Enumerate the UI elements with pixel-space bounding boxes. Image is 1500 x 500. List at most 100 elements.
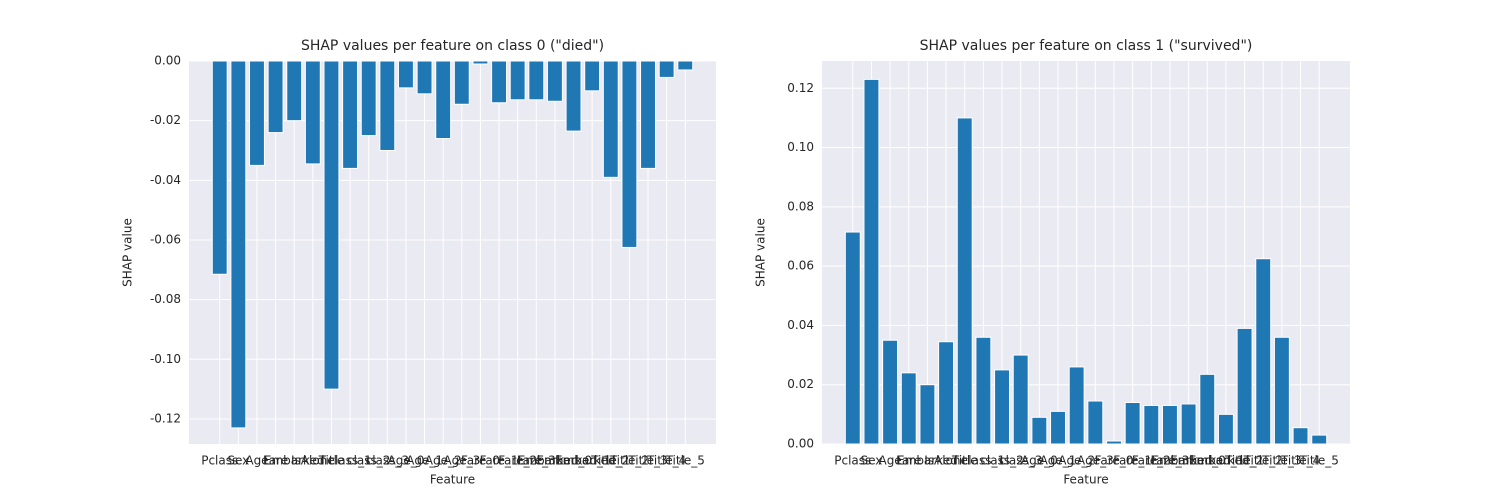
x-tick-label: Embarked_1 <box>1170 454 1244 468</box>
bar <box>621 60 638 248</box>
y-axis-label: SHAP value <box>121 218 135 287</box>
x-tick-label: Title_3 <box>627 454 667 468</box>
bar <box>677 60 694 71</box>
y-tick-label: -0.12 <box>150 411 181 425</box>
bar <box>1255 258 1272 445</box>
x-tick-label: Title_2 <box>1243 454 1283 468</box>
bar <box>863 78 880 445</box>
x-tick-label: Embarked_0 <box>1151 454 1225 468</box>
x-tick-label: Title_5 <box>665 454 705 468</box>
bar <box>1311 434 1328 445</box>
bar <box>1124 401 1141 445</box>
bar <box>509 60 526 101</box>
y-tick-label: 0.00 <box>787 437 814 451</box>
bar <box>267 60 284 134</box>
x-tick-label: Age_1 <box>406 454 443 468</box>
y-tick-label: 0.10 <box>787 140 814 154</box>
x-tick-label: Title_1 <box>1224 454 1264 468</box>
y-axis-label: SHAP value <box>754 218 768 287</box>
bar <box>1087 400 1104 445</box>
x-axis-label: Feature <box>430 473 475 487</box>
x-tick-label: class_3 <box>366 454 409 468</box>
y-tick-label: -0.02 <box>150 113 181 127</box>
x-tick-label: Fare_3 <box>517 454 556 468</box>
x-tick-label: Embarked_1 <box>536 454 610 468</box>
x-tick-label: Pclass <box>834 454 871 468</box>
x-tick-label: Age <box>878 454 901 468</box>
bar <box>1068 366 1085 445</box>
y-tick-label: 0.02 <box>787 377 814 391</box>
x-tick-label: Age_0 <box>1021 454 1058 468</box>
bar <box>397 60 414 89</box>
bar <box>640 60 656 169</box>
y-tick-label: -0.08 <box>150 292 181 306</box>
y-tick-label: -0.06 <box>150 232 181 246</box>
bar <box>1180 403 1197 445</box>
x-tick-label: Fare_2 <box>1132 454 1171 468</box>
x-tick-label: Title_4 <box>646 454 686 468</box>
bar <box>379 60 396 151</box>
x-tick-label: Title_3 <box>1261 454 1301 468</box>
bar <box>658 60 675 78</box>
bar <box>360 60 377 137</box>
bar <box>323 60 340 390</box>
bar <box>1012 354 1029 445</box>
x-tick-label: Title_2 <box>609 454 649 468</box>
x-tick-label: IsAlone <box>291 454 335 468</box>
bar <box>528 60 545 101</box>
x-tick-label: class_2 <box>347 454 390 468</box>
bar <box>844 231 861 445</box>
bar <box>956 117 973 445</box>
x-tick-label: Age_2 <box>425 454 462 468</box>
x-tick-label: Fare_1 <box>480 454 519 468</box>
bar <box>491 60 508 104</box>
x-tick-label: Age_3 <box>1077 454 1114 468</box>
y-tick-label: 0.06 <box>787 259 814 273</box>
y-tick-label: 0.12 <box>787 81 814 95</box>
x-tick-label: Sex <box>227 454 249 468</box>
x-tick-label: Fare_0 <box>461 454 500 468</box>
x-tick-label: Fare <box>263 454 288 468</box>
bar <box>249 60 265 166</box>
x-tick-label: class_3 <box>999 454 1042 468</box>
x-tick-label: Title_1 <box>590 454 630 468</box>
bar <box>211 60 228 275</box>
bar <box>1217 413 1234 445</box>
x-tick-label: Fare_3 <box>1151 454 1190 468</box>
y-tick-label: -0.04 <box>150 173 181 187</box>
x-tick-label: Title <box>951 454 978 468</box>
bar <box>900 372 917 445</box>
bar <box>1161 404 1178 445</box>
bar <box>1292 427 1309 445</box>
x-tick-label: Fare_2 <box>498 454 537 468</box>
y-tick-label: 0.08 <box>787 199 814 213</box>
bar <box>994 369 1011 445</box>
x-tick-label: Age_2 <box>1058 454 1095 468</box>
y-tick-label: 0.04 <box>787 318 814 332</box>
x-axis-label: Feature <box>1063 473 1108 487</box>
bar <box>453 60 470 105</box>
x-tick-label: Title <box>318 454 345 468</box>
bar <box>602 60 619 178</box>
y-tick-label: -0.10 <box>150 352 181 366</box>
bar <box>938 341 955 445</box>
x-tick-label: IsAlone <box>924 454 968 468</box>
x-tick-label: Fare_1 <box>1113 454 1152 468</box>
bar <box>230 60 247 429</box>
x-tick-label: Age <box>245 454 268 468</box>
bar <box>304 60 321 165</box>
bar <box>1143 404 1160 445</box>
x-tick-label: Embarked_2 <box>1189 454 1263 468</box>
chart-title: SHAP values per feature on class 0 ("die… <box>301 38 604 54</box>
bar <box>975 336 992 445</box>
x-tick-label: Age_1 <box>1040 454 1077 468</box>
x-tick-label: Embarked_2 <box>555 454 629 468</box>
chart-title: SHAP values per feature on class 1 ("sur… <box>920 38 1253 54</box>
x-tick-label: Fare <box>896 454 921 468</box>
x-tick-label: Age_0 <box>388 454 425 468</box>
x-tick-label: Pclass <box>201 454 238 468</box>
x-tick-label: Age_3 <box>443 454 480 468</box>
bar <box>1031 416 1048 445</box>
bar <box>342 60 359 169</box>
